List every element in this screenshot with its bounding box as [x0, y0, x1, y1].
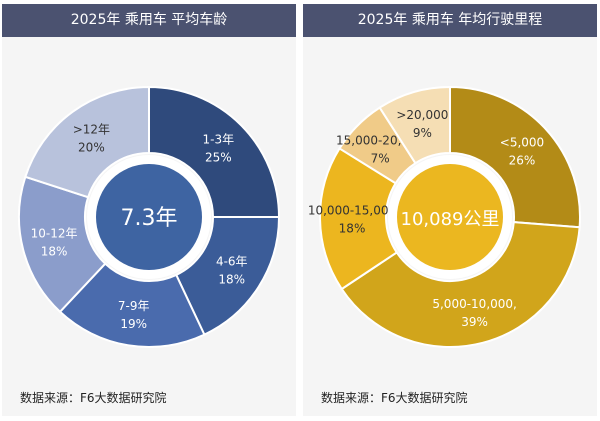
donut-slice [58, 262, 206, 348]
slice-category-label: 10-12年 [31, 226, 78, 240]
slice-value-label: 18% [218, 273, 245, 287]
slice-category-label: 10,000-15,000 [308, 204, 396, 218]
center-disk [397, 164, 503, 270]
donut-slice [340, 220, 581, 348]
donut-slice [319, 147, 399, 291]
slice-value-label: 20% [78, 141, 105, 155]
mileage-panel: 2025年 乘用车 年均行驶里程 <5,000 26% 5,000-10,000, 3… [303, 4, 597, 416]
donut-slice [24, 85, 150, 199]
slice-value-label: 25% [205, 151, 232, 165]
donut-slice [378, 85, 451, 165]
source-note: 数据来源：F6大数据研究院 [321, 391, 468, 405]
slice-category-label: <5,000 [500, 136, 544, 150]
slice-value-label: 18% [41, 244, 68, 258]
slice-value-label: 18% [339, 222, 366, 236]
slice-category-label: 5,000-10,000, [432, 297, 517, 311]
slice-category-label: >20,000 [396, 108, 448, 122]
donut-slice [18, 175, 107, 314]
slice-category-label: >12年 [73, 123, 110, 137]
source-note: 数据来源：F6大数据研究院 [20, 391, 167, 405]
slice-category-label: 4-6年 [216, 255, 248, 269]
center-value: 10,089公里 [401, 209, 500, 230]
donut-slice [148, 85, 281, 218]
center-value: 7.3年 [121, 206, 178, 231]
chart-title: 2025年 乘用车 年均行驶里程 [303, 4, 597, 37]
mileage-donut: <5,000 26% 5,000-10,000, 39% 10,000-15,000 18… [308, 85, 581, 348]
slice-value-label: 19% [120, 317, 147, 331]
chart-title: 2025年 乘用车 平均车龄 [2, 4, 296, 37]
avg-age-panel: 2025年 乘用车 平均车龄 1-3年 25% 4-6年 18% 7-9年 19% 10-1… [2, 4, 296, 416]
slice-value-label: 9% [413, 126, 432, 140]
slice-value-label: 7% [371, 151, 390, 165]
donut-slice [449, 85, 581, 229]
slice-value-label: 26% [509, 154, 536, 168]
slice-category-label: 7-9年 [118, 299, 150, 313]
slice-category-label: 1-3年 [202, 133, 234, 147]
slice-value-label: 39% [461, 315, 488, 329]
donut-slice [174, 216, 281, 336]
avg-age-donut: 1-3年 25% 4-6年 18% 7-9年 19% 10-12年 18% >12年 20% 7.3… [18, 85, 281, 348]
center-disk [96, 164, 202, 270]
